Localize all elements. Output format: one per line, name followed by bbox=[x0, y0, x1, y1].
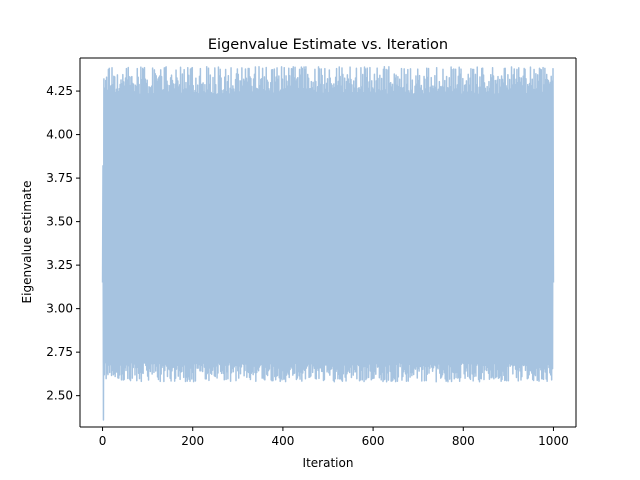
y-tick-label: 3.50 bbox=[46, 215, 73, 229]
y-axis-label: Eigenvalue estimate bbox=[20, 181, 34, 304]
y-tick-label: 3.25 bbox=[46, 258, 73, 272]
data-layer bbox=[101, 65, 555, 421]
y-tick-label: 3.75 bbox=[46, 171, 73, 185]
y-tick-label: 4.00 bbox=[46, 128, 73, 142]
y-axis-ticks: 2.50 2.75 3.00 3.25 3.50 3.75 4.00 4.25 bbox=[46, 84, 80, 403]
x-tick-label: 400 bbox=[271, 434, 294, 448]
y-tick-label: 4.25 bbox=[46, 84, 73, 98]
y-tick-label: 2.50 bbox=[46, 389, 73, 403]
series-line bbox=[101, 65, 555, 421]
x-axis-label: Iteration bbox=[303, 456, 354, 470]
axes-frame bbox=[79, 57, 577, 428]
x-tick-label: 0 bbox=[99, 434, 107, 448]
x-axis-ticks: 0 200 400 600 800 1000 bbox=[99, 427, 569, 448]
x-tick-label: 200 bbox=[181, 434, 204, 448]
y-tick-label: 3.00 bbox=[46, 302, 73, 316]
y-tick-label: 2.75 bbox=[46, 345, 73, 359]
x-tick-label: 800 bbox=[452, 434, 475, 448]
x-tick-label: 600 bbox=[362, 434, 385, 448]
x-tick-label: 1000 bbox=[538, 434, 569, 448]
chart-title: Eigenvalue Estimate vs. Iteration bbox=[208, 37, 448, 53]
